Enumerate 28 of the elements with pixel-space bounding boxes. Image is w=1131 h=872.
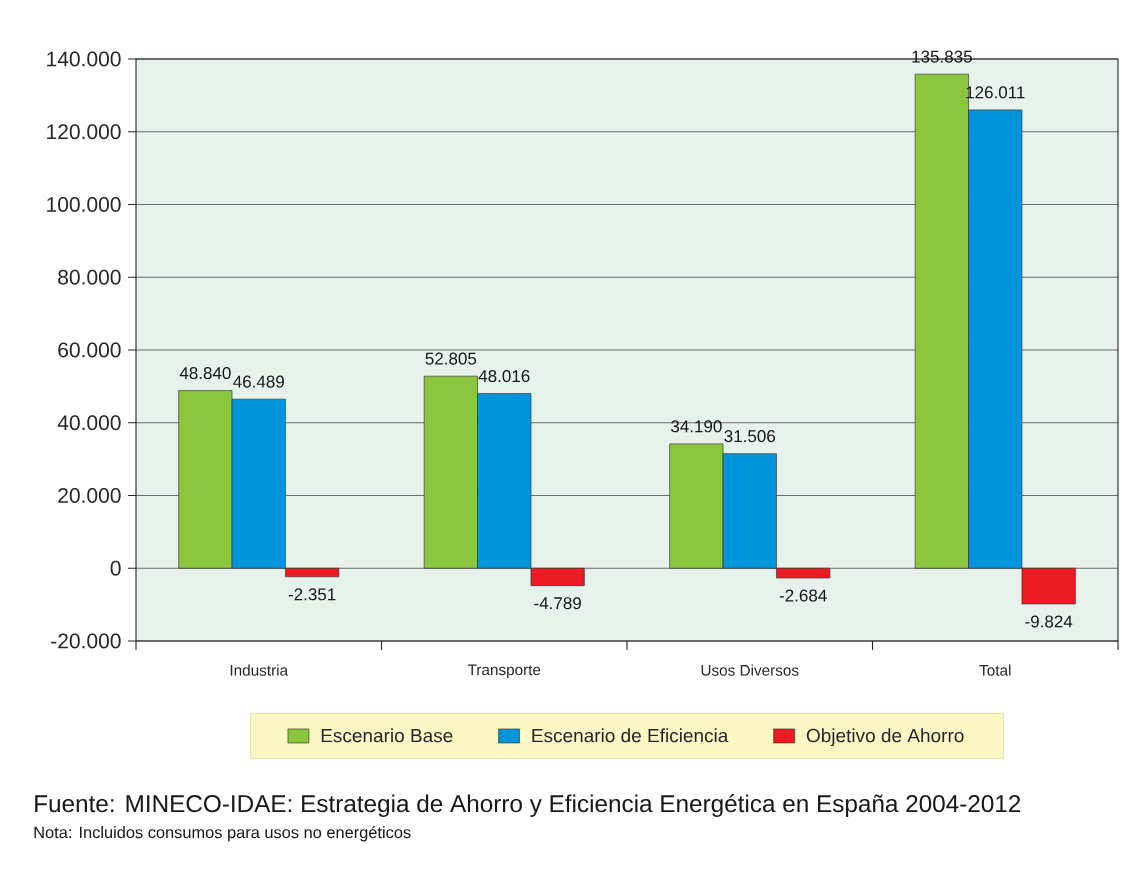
y-tick-label: -20.000: [51, 633, 121, 649]
x-tick-label: Transporte: [467, 664, 541, 679]
legend-label: Objetivo de Ahorro: [806, 728, 964, 747]
data-label: 31.506: [724, 430, 775, 443]
x-tick-label: Total: [979, 664, 1011, 676]
data-label: 48.840: [179, 367, 231, 380]
x-tick-label: Usos Diversos: [701, 664, 799, 676]
y-tick-label: 120.000: [47, 124, 121, 140]
legend-label: Escenario Base: [321, 728, 453, 743]
source-note: Fuente: MINECO-IDAE: Estrategia de Ahorro y Eficiencia Energética en España 2004-2012: [35, 794, 1021, 818]
data-label: -2.351: [288, 588, 336, 601]
y-tick-label: 80.000: [58, 269, 121, 285]
y-tick-label: 40.000: [57, 415, 121, 431]
data-label: 48.016: [478, 370, 530, 383]
data-label: -2.684: [779, 589, 827, 602]
data-label: 52.805: [425, 352, 477, 365]
y-tick-label: 100.000: [47, 197, 121, 212]
y-tick-label: 0: [110, 560, 121, 576]
y-tick-label: 20.000: [58, 488, 121, 503]
text: Nota: Incluidos consumos para usos no energéticos: [34, 825, 411, 842]
legend-label: Escenario de Eficiencia: [532, 728, 729, 743]
data-label: -4.789: [534, 597, 581, 610]
data-label: -9.824: [1025, 615, 1073, 628]
x-tick-label: Industria: [230, 664, 289, 676]
y-tick-label: 60.000: [58, 342, 121, 358]
data-label: 46.489: [233, 375, 284, 388]
y-tick-label: 140.000: [47, 51, 121, 67]
data-label: 34.190: [671, 420, 722, 433]
